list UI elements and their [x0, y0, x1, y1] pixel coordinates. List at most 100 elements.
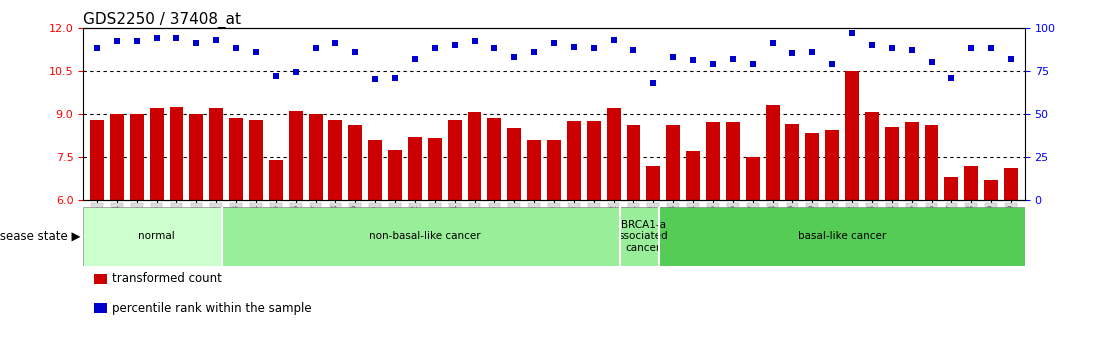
Point — [307, 46, 325, 51]
Bar — [885, 127, 899, 200]
Bar — [130, 114, 144, 200]
Bar — [686, 151, 700, 200]
Bar — [786, 124, 799, 200]
Point — [465, 39, 483, 44]
Bar — [865, 112, 879, 200]
Text: disease state ▶: disease state ▶ — [0, 230, 81, 243]
Bar — [626, 125, 640, 200]
Point — [525, 49, 543, 55]
Bar — [223, 207, 627, 266]
Text: percentile rank within the sample: percentile rank within the sample — [112, 302, 311, 315]
Point — [425, 46, 443, 51]
Bar — [189, 114, 203, 200]
Point — [943, 75, 961, 80]
Point — [387, 75, 404, 80]
Text: basal-like cancer: basal-like cancer — [798, 231, 886, 241]
Point — [287, 70, 305, 75]
Point — [704, 61, 721, 67]
Point — [485, 46, 503, 51]
Text: transformed count: transformed count — [112, 272, 222, 285]
Bar — [619, 207, 667, 266]
Point — [963, 46, 981, 51]
Bar — [328, 120, 342, 200]
Bar — [746, 157, 760, 200]
Bar — [488, 118, 501, 200]
Point — [823, 61, 841, 67]
Point — [107, 39, 125, 44]
Text: non-basal-like cancer: non-basal-like cancer — [369, 231, 481, 241]
Point — [347, 49, 365, 55]
Point — [565, 44, 583, 49]
Bar — [289, 111, 302, 200]
Bar — [607, 108, 620, 200]
Bar — [209, 108, 223, 200]
Point — [605, 37, 623, 42]
Point — [665, 54, 683, 60]
Point — [783, 51, 801, 56]
Bar — [666, 125, 680, 200]
Bar — [905, 122, 919, 200]
Bar — [348, 125, 362, 200]
Point — [127, 39, 145, 44]
Point — [625, 47, 643, 53]
Bar — [110, 114, 124, 200]
Point — [445, 42, 463, 48]
Bar — [527, 140, 541, 200]
Point — [327, 40, 345, 46]
Bar — [170, 107, 184, 200]
Bar — [90, 120, 104, 200]
Point — [983, 46, 1001, 51]
Point — [883, 46, 901, 51]
Point — [903, 47, 921, 53]
Point — [406, 56, 423, 61]
Bar — [428, 138, 442, 200]
Bar — [587, 121, 601, 200]
Bar — [448, 120, 462, 200]
Point — [247, 49, 265, 55]
Point — [267, 73, 285, 79]
Point — [89, 46, 106, 51]
Bar — [726, 122, 740, 200]
Point — [207, 37, 225, 42]
Bar — [229, 118, 243, 200]
Point — [843, 30, 861, 36]
Bar — [567, 121, 581, 200]
Bar — [659, 207, 1025, 266]
Point — [367, 77, 384, 82]
Text: BRCA1-a
ssociated
cancer: BRCA1-a ssociated cancer — [618, 220, 668, 253]
Bar — [924, 125, 938, 200]
Bar — [845, 71, 859, 200]
Bar — [507, 128, 521, 200]
Bar — [547, 140, 561, 200]
Bar — [984, 180, 998, 200]
Bar — [249, 120, 263, 200]
Point — [227, 46, 245, 51]
Point — [724, 56, 741, 61]
Point — [167, 35, 185, 41]
Bar — [944, 177, 958, 200]
Point — [645, 80, 663, 86]
Bar — [1004, 168, 1018, 200]
Bar — [309, 114, 322, 200]
Bar — [150, 108, 164, 200]
Bar — [706, 122, 720, 200]
Point — [187, 40, 205, 46]
Point — [803, 49, 821, 55]
Bar — [468, 112, 482, 200]
Point — [763, 40, 781, 46]
Point — [545, 40, 563, 46]
Bar — [806, 132, 819, 200]
Bar — [646, 166, 660, 200]
Point — [863, 42, 881, 48]
Bar — [766, 105, 780, 200]
Bar — [368, 140, 382, 200]
Point — [923, 59, 941, 65]
Bar — [964, 166, 978, 200]
Bar — [83, 207, 230, 266]
Point — [147, 35, 165, 41]
Bar — [408, 137, 422, 200]
Bar — [825, 130, 839, 200]
Point — [743, 61, 761, 67]
Point — [1002, 56, 1019, 61]
Bar — [269, 160, 283, 200]
